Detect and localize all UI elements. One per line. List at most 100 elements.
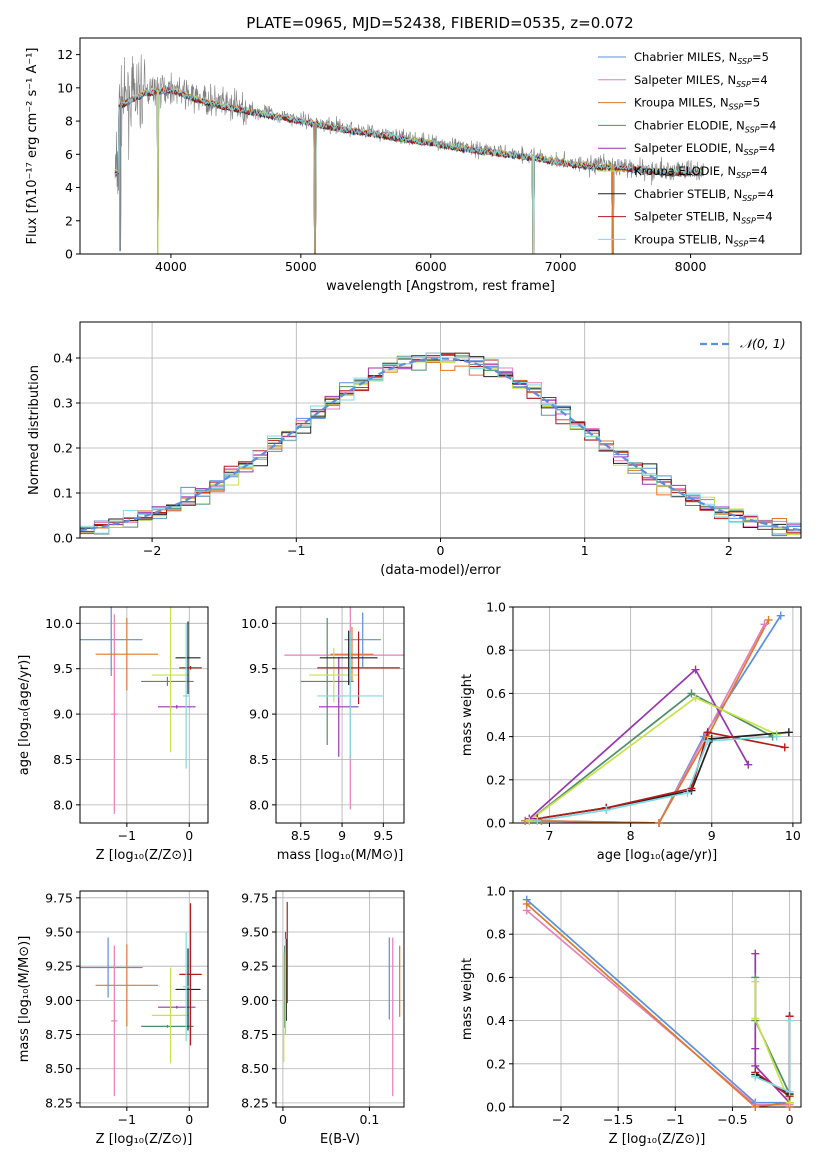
x-tick-label: 9: [708, 828, 716, 843]
weight-marker-kroupa_elodie: [751, 977, 760, 986]
weight-marker-chabrier_elodie: [687, 689, 696, 698]
x-tick-label: −1: [666, 1112, 684, 1127]
legend-label-chabrier_stelib: Chabrier STELIB, NSSP=4: [634, 187, 774, 203]
legend-tail: =4: [756, 210, 773, 224]
plot-area-spectrum: [114, 54, 705, 254]
x-axis-label: mass [log₁₀(M/M⊙)]: [277, 848, 404, 863]
x-axis-label: Z [log₁₀(Z/Z⊙)]: [609, 1132, 706, 1147]
y-tick-label: 8.5: [249, 752, 269, 767]
legend-text: Salpeter MILES, N: [634, 73, 736, 87]
weight-marker-salpeter_stelib: [703, 728, 712, 737]
y-tick-label: 0.0: [486, 1100, 506, 1115]
weight-marker-kroupa_stelib: [772, 732, 781, 741]
y-tick-label: 9.5: [249, 661, 269, 676]
panel-age_vs_Z: −1 0 8.0 8.5 9.0 9.5 10.0 Z [log₁₀(Z/Z⊙)] age [l…: [17, 606, 209, 863]
legend-label-salpeter_elodie: Salpeter ELODIE, NSSP=4: [634, 141, 775, 157]
legend-subscript: SSP: [736, 171, 751, 180]
plot-area-weight_vs_age: [525, 615, 789, 823]
y-tick-label: 10.0: [45, 616, 73, 631]
y-tick-label: 9.00: [45, 993, 73, 1008]
weight-marker-kroupa_stelib: [602, 806, 611, 815]
y-tick-label: 0.0: [53, 531, 73, 546]
weight-line-salpeter_stelib: [537, 731, 785, 820]
weight-marker-kroupa_miles: [655, 819, 664, 827]
axes-frame: [79, 321, 802, 539]
y-tick-label: 9.0: [249, 707, 269, 722]
legend-tail: =4: [760, 118, 777, 132]
y-tick-label: 10: [57, 80, 73, 95]
weight-marker-salpeter_elodie: [744, 760, 753, 769]
x-tick-label: 6000: [415, 259, 447, 274]
y-tick-label: 8: [65, 114, 73, 129]
legend-subscript: SSP: [741, 217, 756, 226]
x-tick-label: 9.5: [373, 828, 393, 843]
legend-tail: =4: [748, 232, 765, 246]
y-tick-label: 0.8: [486, 927, 506, 942]
x-axis-label: (data-model)/error: [380, 563, 501, 578]
y-tick-label: 0.4: [53, 351, 73, 366]
legend-text: Chabrier MILES, N: [634, 50, 737, 64]
weight-marker-salpeter_elodie: [751, 1044, 760, 1053]
axes-frame: [512, 890, 802, 1108]
gaussian-legend-label: 𝒩(0, 1): [740, 336, 786, 351]
legend-label-kroupa_miles: Kroupa MILES, NSSP=5: [634, 96, 760, 112]
weight-marker-kroupa_stelib: [683, 788, 692, 797]
panel-weight_vs_Z: −2 −1.5 −1 −0.5 0 0.0 0.2 0.4 0.6 0.8 1.0 Z [log₁₀(…: [460, 884, 802, 1147]
legend-label-salpeter_stelib: Salpeter STELIB, NSSP=4: [634, 210, 773, 226]
weight-marker-kroupa_elodie: [691, 693, 700, 702]
y-tick-label: 9.50: [241, 925, 269, 940]
plot-area-mass_vs_Z: [80, 903, 202, 1097]
legend-text: Chabrier STELIB, N: [634, 187, 742, 201]
y-axis-label: mass weight: [460, 674, 475, 756]
weight-marker-salpeter_stelib: [687, 784, 696, 793]
weight-marker-kroupa_miles: [764, 615, 773, 624]
weight-marker-salpeter_elodie: [691, 665, 700, 674]
y-tick-label: 9.50: [45, 925, 73, 940]
weight-marker-kroupa_miles: [522, 899, 531, 908]
x-tick-label: 5000: [285, 259, 317, 274]
x-tick-label: 9: [338, 828, 346, 843]
weight-line-chabrier_miles: [526, 898, 791, 1107]
x-tick-label: 8: [627, 828, 635, 843]
y-tick-label: 0.6: [486, 686, 506, 701]
y-tick-label: 9.75: [241, 890, 269, 905]
y-tick-label: 9.25: [45, 959, 73, 974]
panel-mass_vs_Z: −1 0 8.25 8.50 8.75 9.00 9.25 9.50 9.75 Z [log₁₀(…: [17, 890, 209, 1147]
hist-step-kroupa_stelib: [80, 352, 801, 534]
weight-line-salpeter_elodie: [754, 953, 791, 1104]
weight-marker-chabrier_stelib: [707, 734, 716, 743]
plot-area-age_vs_Z: [80, 607, 202, 814]
legend-text: Kroupa MILES, N: [634, 96, 729, 110]
axes-frame: [79, 606, 209, 824]
legend-text: Kroupa ELODIE, N: [634, 164, 736, 178]
weight-marker-kroupa_miles: [751, 1103, 760, 1111]
x-tick-label: 0: [279, 1112, 287, 1127]
y-axis-label: Flux [fλ10⁻¹⁷ erg cm⁻² s⁻¹ A⁻¹]: [25, 48, 40, 245]
legend-label-chabrier_elodie: Chabrier ELODIE, NSSP=4: [634, 118, 776, 134]
legend-label-kroupa_elodie: Kroupa ELODIE, NSSP=4: [634, 164, 768, 180]
y-tick-label: 9.75: [45, 890, 73, 905]
weight-marker-kroupa_stelib: [703, 736, 712, 745]
weight-marker-kroupa_stelib: [785, 1016, 794, 1025]
weight-marker-kroupa_stelib: [785, 1087, 794, 1096]
legend-subscript: SSP: [742, 194, 757, 203]
axes-frame: [275, 606, 405, 824]
legend-tail: =4: [758, 141, 775, 155]
y-tick-label: 8.50: [45, 1061, 73, 1076]
weight-marker-salpeter_elodie: [751, 949, 760, 958]
y-tick-label: 8.0: [249, 797, 269, 812]
y-tick-label: 8.25: [45, 1095, 73, 1110]
legend-label-kroupa_stelib: Kroupa STELIB, NSSP=4: [634, 232, 765, 248]
x-tick-label: −0.5: [717, 1112, 747, 1127]
axes-frame: [79, 37, 802, 255]
y-tick-label: 8.75: [45, 1027, 73, 1042]
x-tick-label: −2: [143, 543, 161, 558]
x-tick-label: 0: [437, 543, 445, 558]
weight-line-salpeter_miles: [525, 623, 766, 823]
axes-frame: [79, 890, 209, 1108]
legend-subscript: SSP: [736, 80, 751, 89]
y-tick-label: 0.3: [53, 396, 73, 411]
y-tick-label: 6: [65, 147, 73, 162]
y-tick-label: 8.50: [241, 1061, 269, 1076]
